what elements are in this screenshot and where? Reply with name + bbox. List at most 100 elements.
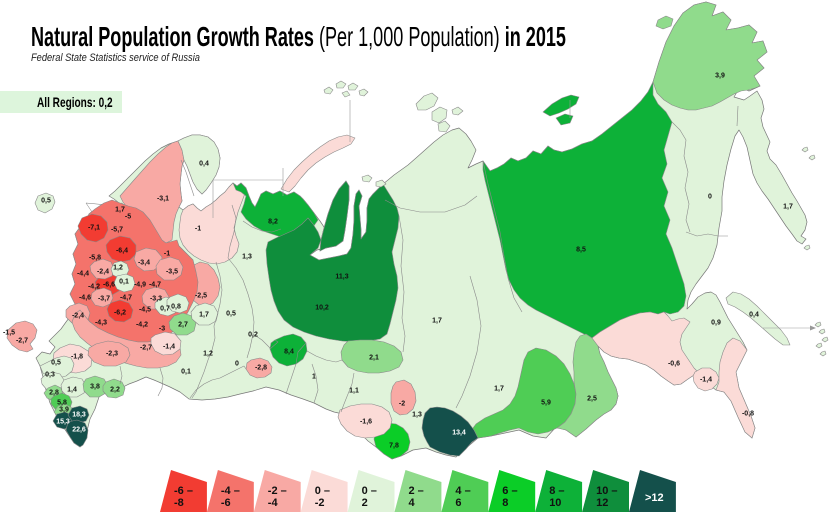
svg-text:12: 12 [596, 497, 608, 509]
svg-text:-7,1: -7,1 [88, 224, 100, 231]
svg-text:-2,4: -2,4 [97, 268, 109, 275]
svg-text:-2,7: -2,7 [16, 337, 28, 344]
svg-text:-2,8: -2,8 [255, 364, 267, 371]
svg-text:-1: -1 [164, 250, 170, 257]
svg-text:-6 –: -6 – [174, 485, 193, 497]
svg-text:18,3: 18,3 [72, 411, 86, 418]
svg-text:5,9: 5,9 [541, 399, 551, 406]
svg-text:-3,1: -3,1 [157, 195, 169, 202]
svg-text:-4,4: -4,4 [77, 270, 89, 277]
svg-text:1,7: 1,7 [783, 203, 793, 210]
svg-text:-3,4: -3,4 [138, 259, 150, 266]
svg-text:8 –: 8 – [549, 485, 564, 497]
svg-text:13,4: 13,4 [452, 429, 466, 436]
svg-text:-2,5: -2,5 [195, 292, 207, 299]
svg-text:1,1: 1,1 [349, 387, 359, 394]
svg-text:-1,6: -1,6 [360, 418, 372, 425]
svg-text:-3: -3 [159, 325, 165, 332]
svg-text:0 –: 0 – [315, 485, 330, 497]
svg-text:-6: -6 [221, 497, 231, 509]
svg-text:0,3: 0,3 [45, 371, 55, 378]
svg-text:1,7: 1,7 [199, 311, 209, 318]
svg-text:1,3: 1,3 [242, 253, 252, 260]
svg-text:1,3: 1,3 [412, 411, 422, 418]
svg-text:0,2: 0,2 [248, 331, 258, 338]
svg-text:-4,6: -4,6 [79, 294, 91, 301]
svg-text:2,7: 2,7 [178, 321, 188, 328]
svg-text:2,5: 2,5 [587, 395, 597, 402]
svg-text:-3,5: -3,5 [166, 268, 178, 275]
svg-text:-5,7: -5,7 [111, 226, 123, 233]
svg-text:0,7: 0,7 [160, 305, 170, 312]
svg-text:3,9: 3,9 [715, 72, 725, 79]
svg-text:0: 0 [708, 193, 712, 200]
svg-text:-4,2: -4,2 [136, 321, 148, 328]
svg-text:-4 –: -4 – [221, 485, 240, 497]
svg-text:-1,4: -1,4 [163, 343, 175, 350]
svg-text:0,9: 0,9 [711, 319, 721, 326]
svg-text:6: 6 [455, 497, 461, 509]
svg-text:0,1: 0,1 [119, 278, 129, 285]
svg-text:3,9: 3,9 [59, 406, 69, 413]
svg-text:1: 1 [312, 373, 316, 380]
svg-text:1,7: 1,7 [115, 206, 125, 213]
svg-text:-2,4: -2,4 [72, 312, 84, 319]
svg-text:3,8: 3,8 [90, 383, 100, 390]
svg-text:-2,7: -2,7 [140, 344, 152, 351]
svg-text:0: 0 [235, 360, 239, 367]
svg-text:4: 4 [409, 497, 416, 509]
svg-text:0,1: 0,1 [181, 368, 191, 375]
svg-text:10: 10 [549, 497, 561, 509]
svg-text:2,2: 2,2 [110, 386, 120, 393]
svg-text:1,4: 1,4 [67, 386, 77, 393]
svg-text:-0,8: -0,8 [742, 410, 754, 417]
svg-text:-3,3: -3,3 [150, 295, 162, 302]
svg-text:-4,5: -4,5 [139, 306, 151, 313]
svg-text:7,8: 7,8 [389, 442, 399, 449]
svg-text:15,3: 15,3 [56, 418, 70, 425]
svg-text:-2,3: -2,3 [106, 350, 118, 357]
svg-text:0,8: 0,8 [171, 303, 181, 310]
svg-text:>12: >12 [645, 492, 664, 504]
svg-text:-2: -2 [315, 497, 325, 509]
svg-text:-1: -1 [195, 225, 201, 232]
svg-text:2 –: 2 – [409, 485, 424, 497]
svg-text:2: 2 [362, 497, 368, 509]
svg-text:8,5: 8,5 [576, 246, 586, 253]
svg-text:0,4: 0,4 [749, 311, 759, 318]
svg-text:4 –: 4 – [455, 485, 470, 497]
svg-text:-4,9: -4,9 [134, 281, 146, 288]
svg-text:-5: -5 [125, 213, 131, 220]
svg-text:-1,5: -1,5 [3, 329, 15, 336]
svg-text:1,7: 1,7 [432, 317, 442, 324]
svg-text:6 –: 6 – [502, 485, 517, 497]
svg-text:-4: -4 [268, 497, 279, 509]
svg-text:0,5: 0,5 [51, 359, 61, 366]
svg-text:-4,7: -4,7 [149, 281, 161, 288]
svg-text:-5,8: -5,8 [89, 254, 101, 261]
svg-text:-4,2: -4,2 [88, 283, 100, 290]
svg-text:10 –: 10 – [596, 485, 617, 497]
svg-text:-4,3: -4,3 [95, 319, 107, 326]
svg-text:0,5: 0,5 [226, 310, 236, 317]
svg-text:-1,4: -1,4 [700, 376, 712, 383]
svg-text:0,4: 0,4 [199, 160, 209, 167]
svg-text:-3,7: -3,7 [98, 295, 110, 302]
svg-text:-6,4: -6,4 [116, 247, 128, 254]
svg-text:0 –: 0 – [362, 485, 377, 497]
svg-text:-6,6: -6,6 [103, 281, 115, 288]
svg-text:1,7: 1,7 [494, 385, 504, 392]
svg-text:-2 –: -2 – [268, 485, 287, 497]
svg-text:-4,7: -4,7 [120, 294, 132, 301]
svg-text:-8: -8 [174, 497, 184, 509]
svg-text:8: 8 [502, 497, 508, 509]
svg-text:-6,2: -6,2 [114, 309, 126, 316]
svg-text:2,8: 2,8 [49, 389, 59, 396]
svg-text:8,2: 8,2 [268, 218, 278, 225]
svg-text:2,1: 2,1 [369, 354, 379, 361]
svg-text:11,3: 11,3 [335, 273, 348, 280]
svg-text:1,2: 1,2 [113, 264, 123, 271]
svg-text:1,2: 1,2 [203, 350, 213, 357]
svg-text:8,4: 8,4 [284, 348, 294, 355]
svg-text:10,2: 10,2 [315, 304, 329, 311]
